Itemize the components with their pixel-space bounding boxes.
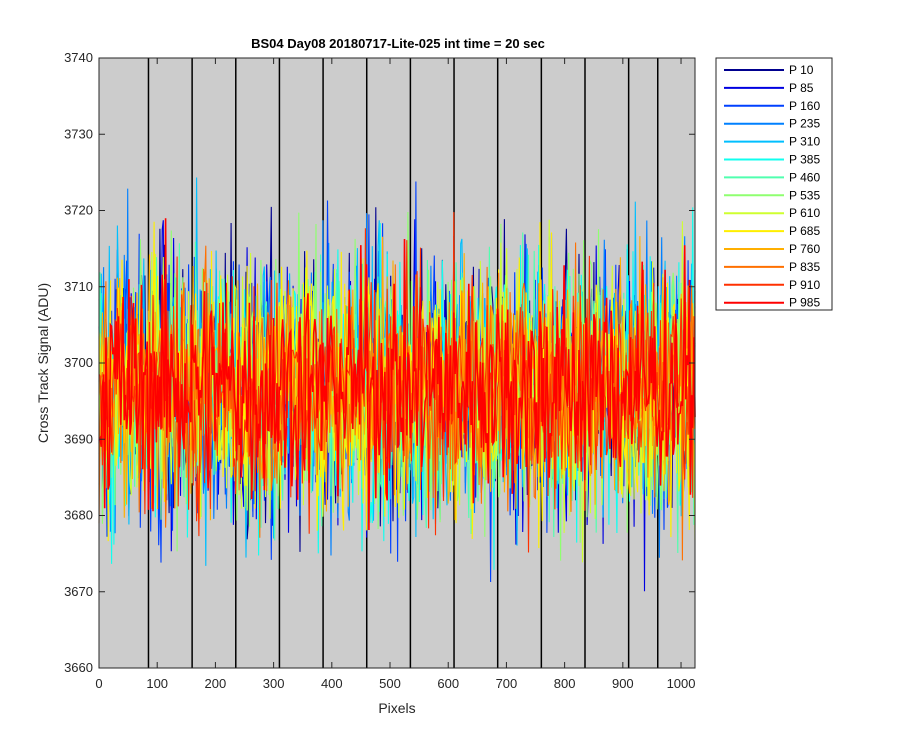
x-tick-label-5: 500 bbox=[379, 676, 401, 691]
x-axis-label: Pixels bbox=[378, 700, 415, 716]
legend-label-11: P 835 bbox=[789, 260, 820, 274]
legend-label-5: P 385 bbox=[789, 153, 820, 167]
y-tick-label-7: 3730 bbox=[64, 126, 93, 141]
legend-label-2: P 160 bbox=[789, 99, 820, 113]
x-tick-label-1: 100 bbox=[146, 676, 168, 691]
legend-label-12: P 910 bbox=[789, 278, 820, 292]
legend-label-7: P 535 bbox=[789, 188, 820, 202]
x-tick-label-2: 200 bbox=[205, 676, 227, 691]
legend-box bbox=[715, 57, 833, 311]
y-tick-label-4: 3700 bbox=[64, 355, 93, 370]
legend-label-4: P 310 bbox=[789, 135, 820, 149]
legend: P 10 P 85 P 160 P 235 P 310 P 385 P 460 P 535 P … bbox=[715, 57, 833, 311]
x-tick-label-4: 400 bbox=[321, 676, 343, 691]
x-tick-label-6: 600 bbox=[437, 676, 459, 691]
legend-items: P 10 P 85 P 160 P 235 P 310 P 385 P 460 P 535 P … bbox=[724, 63, 820, 310]
plot-area bbox=[98, 57, 696, 669]
y-axis: 3660 3670 3680 3690 3700 3710 3720 3730 3740 bbox=[64, 50, 695, 675]
series-line-p-985 bbox=[98, 218, 696, 531]
x-axis: 0 100 200 300 400 500 600 700 800 900 1000 bbox=[95, 58, 695, 691]
legend-label-3: P 235 bbox=[789, 117, 820, 131]
legend-label-6: P 460 bbox=[789, 170, 820, 184]
y-tick-label-3: 3690 bbox=[64, 431, 93, 446]
y-tick-label-5: 3710 bbox=[64, 279, 93, 294]
legend-label-1: P 85 bbox=[789, 81, 814, 95]
x-tick-label-10: 1000 bbox=[667, 676, 696, 691]
y-tick-label-0: 3660 bbox=[64, 660, 93, 675]
legend-label-13: P 985 bbox=[789, 296, 820, 310]
y-axis-label: Cross Track Signal (ADU) bbox=[35, 283, 51, 443]
y-tick-label-1: 3670 bbox=[64, 584, 93, 599]
x-tick-label-9: 900 bbox=[612, 676, 634, 691]
legend-label-10: P 760 bbox=[789, 242, 820, 256]
x-tick-label-7: 700 bbox=[496, 676, 518, 691]
x-tick-label-8: 800 bbox=[554, 676, 576, 691]
y-tick-label-2: 3680 bbox=[64, 508, 93, 523]
legend-label-8: P 610 bbox=[789, 206, 820, 220]
y-tick-label-6: 3720 bbox=[64, 203, 93, 218]
series-layer bbox=[98, 177, 696, 592]
x-tick-label-0: 0 bbox=[95, 676, 102, 691]
chart-title: BS04 Day08 20180717-Lite-025 int time = … bbox=[251, 36, 545, 51]
y-tick-label-8: 3740 bbox=[64, 50, 93, 65]
legend-label-0: P 10 bbox=[789, 63, 814, 77]
x-tick-label-3: 300 bbox=[263, 676, 285, 691]
legend-label-9: P 685 bbox=[789, 224, 820, 238]
